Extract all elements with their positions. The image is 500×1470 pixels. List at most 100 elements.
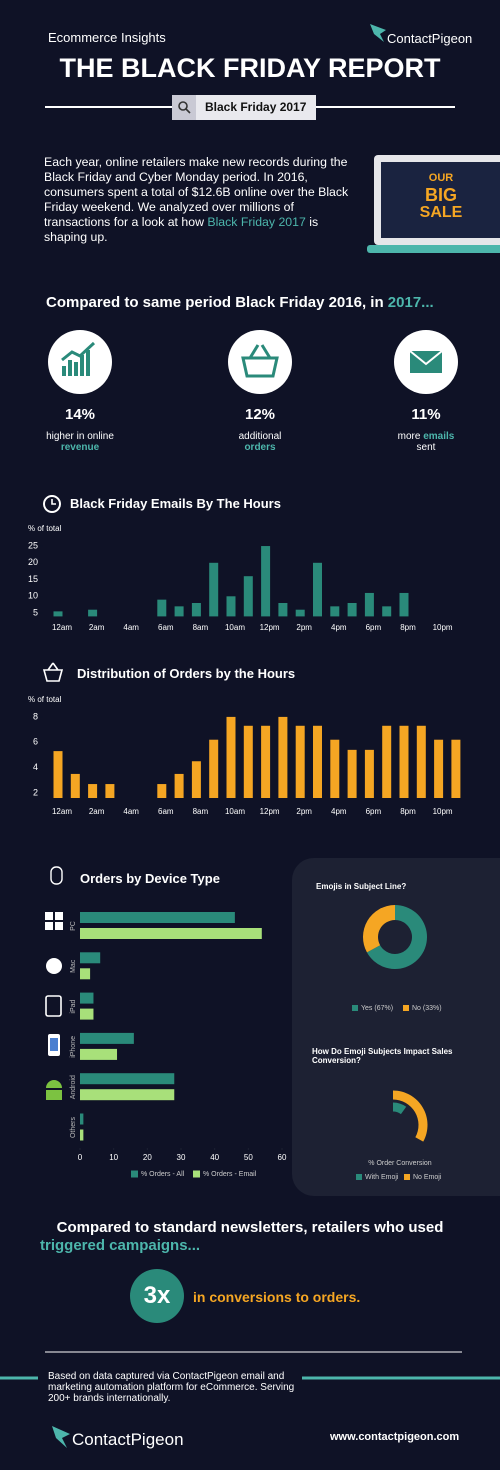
bar: [88, 609, 98, 617]
icon-mac: [46, 958, 62, 974]
triggered-line: Compared to standard newsletters, retail…: [56, 1219, 444, 1236]
legend-swatch: [404, 1174, 410, 1180]
bar: [174, 606, 184, 617]
search-text: Black Friday 2017: [205, 100, 307, 114]
category-label: iPad: [70, 999, 77, 1013]
bar: [451, 739, 461, 798]
logo-bird: [370, 24, 386, 42]
y-tick-label: 20: [28, 557, 38, 567]
x-tick-label: 0: [78, 1153, 83, 1162]
x-tick-label: 10am: [225, 807, 245, 816]
badge: [130, 1269, 184, 1323]
bar: [80, 912, 235, 923]
x-tick-label: 2pm: [296, 807, 312, 816]
x-tick-label: 8pm: [400, 807, 416, 816]
bar: [105, 784, 115, 798]
bar: [80, 952, 101, 964]
stat-value: 14%: [64, 406, 96, 423]
bar: [382, 606, 392, 617]
x-tick-label: 60: [278, 1153, 287, 1162]
bar: [434, 739, 444, 798]
title: THE BLACK FRIDAY REPORT: [59, 53, 441, 83]
x-tick-label: 4pm: [331, 807, 347, 816]
bar: [382, 725, 392, 798]
x-tick-label: 2am: [89, 623, 105, 632]
legend-label: Yes (67%): [361, 1005, 393, 1012]
stat-text: additional: [238, 431, 282, 442]
bar: [209, 739, 219, 798]
x-tick-label: 12am: [52, 807, 72, 816]
icon-basket: [42, 662, 64, 682]
x-tick-label: 10pm: [433, 807, 453, 816]
icon-pc: [45, 912, 53, 920]
bar: [295, 725, 305, 798]
x-tick-label: 4pm: [331, 623, 347, 632]
intro: Each year, online retailers make new rec…: [44, 155, 360, 245]
bar: [174, 773, 184, 798]
stat-line: orders: [244, 442, 276, 453]
x-tick-label: 4am: [123, 807, 139, 816]
bar: [416, 725, 426, 798]
icon-circle: [228, 330, 292, 394]
x-tick-label: 4am: [123, 623, 139, 632]
icon-pc: [45, 922, 53, 930]
bar: [347, 603, 357, 617]
y-tick-label: 8: [33, 711, 38, 721]
category-label: Android: [70, 1075, 77, 1099]
bar: [313, 725, 322, 798]
stat-line: revenue: [60, 442, 100, 453]
axis-label: % of total: [28, 695, 62, 704]
bar: [80, 1008, 94, 1020]
category-label: Mac: [70, 959, 77, 973]
bar: [278, 716, 288, 798]
bar: [80, 1073, 175, 1085]
y-tick-label: 15: [28, 574, 38, 584]
legend-label: No Emoji: [413, 1174, 442, 1181]
heading-text: Compared to same period Black Friday 201…: [46, 294, 388, 311]
legend-swatch: [131, 1170, 138, 1178]
bar: [278, 603, 288, 617]
bar: [80, 1113, 84, 1125]
footer-url: www.contactpigeon.com: [330, 1431, 460, 1443]
icon-iphone: [50, 1038, 58, 1051]
stat: 14% higher in online revenue: [20, 406, 140, 453]
legend-label: % Orders - All: [141, 1171, 185, 1178]
donut-slice: [362, 905, 395, 953]
x-tick-label: 8am: [193, 807, 209, 816]
x-tick-label: 10: [109, 1153, 118, 1162]
promo-line: SALE: [419, 204, 463, 221]
stat-line: more emails: [366, 431, 486, 442]
x-tick-label: 10pm: [433, 623, 453, 632]
bar: [80, 1032, 134, 1044]
bar: [226, 716, 236, 798]
bar: [70, 773, 80, 798]
x-tick-label: 6pm: [366, 807, 382, 816]
icon-ipad: [45, 995, 62, 1017]
stat-line: additional: [200, 431, 320, 442]
chart-title: Orders by Device Type: [80, 871, 220, 886]
y-tick-label: 25: [28, 540, 38, 550]
intro-text: is shaping up.: [44, 215, 319, 244]
y-tick-label: 10: [28, 591, 38, 601]
category-label: iPhone: [70, 1036, 77, 1058]
laptop-base: [367, 245, 500, 253]
icon-clock: [43, 495, 61, 513]
bar: [53, 751, 63, 798]
icon-clock: [51, 499, 56, 505]
x-tick-label: 2pm: [296, 623, 312, 632]
x-tick-label: 40: [210, 1153, 219, 1162]
x-tick-label: 6pm: [366, 623, 382, 632]
multiplier: 3x: [143, 1282, 171, 1309]
intro-text: Each year, online retailers make new rec…: [44, 155, 349, 229]
category-label: Others: [70, 1117, 77, 1139]
logo-bird: [52, 1426, 70, 1448]
icon-pc: [55, 922, 63, 930]
y-tick-label: 6: [33, 737, 38, 747]
intro-highlight: Black Friday 2017: [207, 215, 306, 229]
chart-title: Emojis in Subject Line?: [316, 882, 407, 891]
stat-line: higher in online: [20, 431, 140, 442]
bar: [243, 576, 253, 617]
x-tick-label: 2am: [89, 807, 105, 816]
radial-bar: [393, 1102, 407, 1115]
